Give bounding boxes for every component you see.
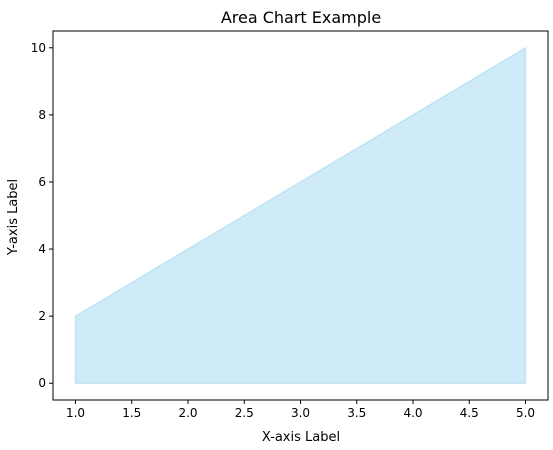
x-tick-label: 1.5	[122, 406, 141, 420]
y-tick-label: 0	[38, 376, 46, 390]
x-tick-label: 3.5	[347, 406, 366, 420]
y-tick-label: 10	[31, 41, 46, 55]
plot-area: 1.0 1.5 2.0 2.5 3.0 3.5 4.0 4.5 5.0 0 2 4 6 8 10	[31, 30, 549, 420]
x-tick-label: 3.0	[291, 406, 310, 420]
y-tick-label: 4	[38, 242, 46, 256]
x-tick-label: 5.0	[516, 406, 535, 420]
y-tick-label: 6	[38, 175, 46, 189]
area-series-0	[74, 46, 527, 384]
y-tick-label: 8	[38, 108, 46, 122]
x-tick-label: 4.5	[460, 406, 479, 420]
x-axis-label: X-axis Label	[262, 430, 340, 445]
chart-title: Area Chart Example	[221, 8, 381, 27]
x-tick-label: 1.0	[66, 406, 85, 420]
y-tick-label: 2	[38, 309, 46, 323]
x-tick-label: 2.5	[235, 406, 254, 420]
x-tick-label: 2.0	[178, 406, 197, 420]
x-tick-label: 4.0	[403, 406, 422, 420]
y-axis-label: Y-axis Label	[6, 179, 21, 256]
